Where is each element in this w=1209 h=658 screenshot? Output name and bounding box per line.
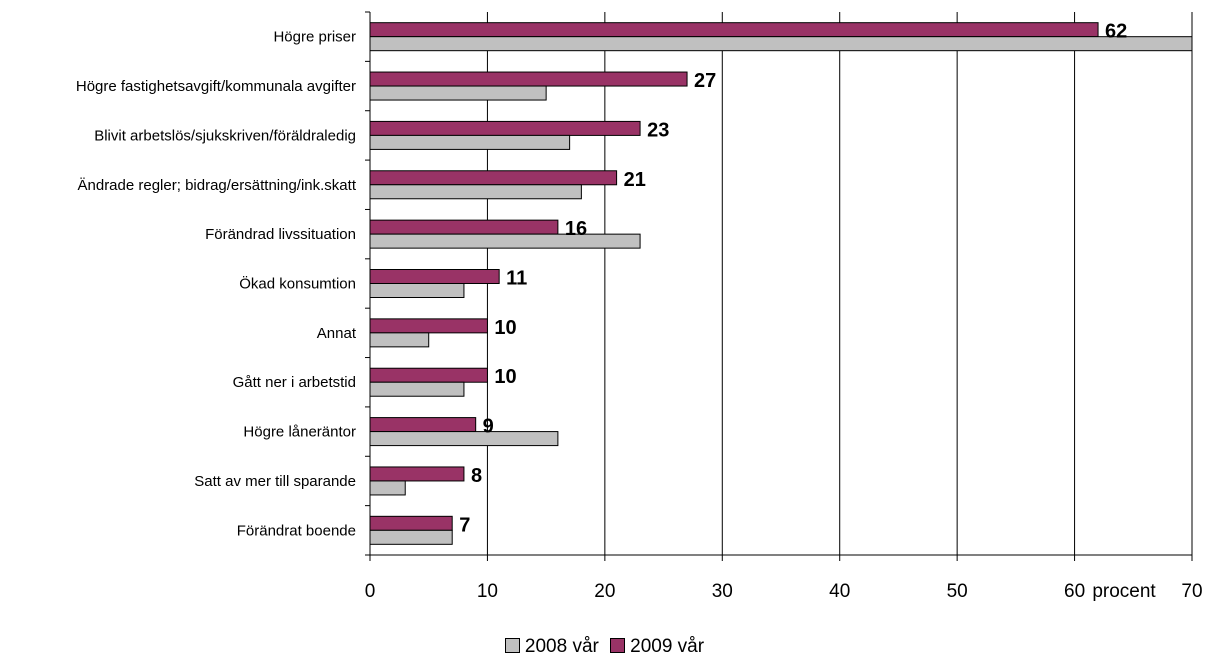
bar-2008-6 [369,332,430,348]
bar-2009-10 [369,515,453,531]
category-labels: Högre priser Högre fastighetsavgift/kommu… [76,29,357,540]
bar-2009-0 [369,22,1099,38]
category-label-1: Högre fastighetsavgift/kommunala avgifte… [76,78,356,95]
bar-2009-7 [369,367,488,383]
legend: 2008 vår 2009 vår [0,636,1209,658]
data-label-2009-8: 9 [483,416,494,438]
bar-2009-2 [369,120,641,136]
data-label-2009-3: 21 [624,169,646,191]
data-label-2009-9: 8 [471,465,482,487]
x-tick-label-50: 50 [947,581,968,602]
bars [369,22,1193,545]
category-label-0: Högre priser [273,29,356,46]
category-label-6: Annat [317,325,357,342]
bar-2008-8 [369,431,559,447]
bar-2009-5 [369,269,500,284]
bar-2008-2 [369,134,571,150]
bar-2008-3 [369,184,582,200]
category-label-8: Högre låneräntor [243,424,356,441]
category-label-9: Satt av mer till sparande [194,473,356,490]
tick-labels: 0 10 20 30 40 50 60 70 [365,581,1203,602]
data-label-2009-6: 10 [494,317,516,339]
bar-2008-0 [369,36,1193,52]
category-label-7: Gått ner i arbetstid [233,374,356,391]
gridlines [486,12,1193,555]
category-label-5: Ökad konsumtion [239,275,356,293]
x-tick-label-20: 20 [594,581,615,602]
axes [365,11,1193,561]
x-tick-label-60: 60 [1064,581,1085,602]
legend-item-2008: 2008 vår [504,636,599,657]
category-label-3: Ändrade regler; bidrag/ersättning/ink.sk… [78,177,357,194]
bar-2008-10 [369,529,453,545]
category-label-10: Förändrat boende [237,522,356,539]
bar-2008-7 [369,381,465,397]
data-label-2009-0: 62 [1105,21,1127,43]
data-label-2009-7: 10 [494,366,516,388]
legend-swatch-2008 [504,638,520,653]
x-axis-label: procent [1092,581,1156,602]
bar-2009-9 [369,466,465,482]
x-tick-label-10: 10 [477,581,498,602]
data-label-2009-4: 16 [565,218,587,240]
data-label-2009-10: 7 [459,514,470,536]
data-label-2009-2: 23 [647,119,669,141]
bar-2009-4 [369,219,559,235]
category-label-4: Förändrad livssituation [205,226,356,243]
x-tick-label-70: 70 [1181,581,1202,602]
category-label-2: Blivit arbetslös/sjukskriven/föräldraled… [94,127,356,144]
x-tick-label-40: 40 [829,581,850,602]
data-label-2009-1: 27 [694,70,716,92]
data-labels: 62 27 23 21 16 11 10 10 9 8 7 [459,21,1127,537]
data-label-2009-5: 11 [506,268,527,290]
legend-label-2008: 2008 vår [524,636,599,657]
bar-2009-3 [369,170,618,186]
x-tick-label-0: 0 [365,581,376,602]
bar-2008-5 [369,283,465,298]
bar-2009-8 [369,417,477,433]
bar-chart: Högre priser Högre fastighetsavgift/kommu… [76,11,1203,602]
bar-2008-4 [369,233,641,249]
bar-2008-9 [369,480,406,496]
legend-label-2009: 2009 vår [630,636,705,657]
bar-2009-6 [369,318,488,334]
legend-swatch-2009 [610,638,626,653]
bar-2008-1 [369,85,547,101]
bar-2009-1 [369,71,688,87]
legend-item-2009: 2009 vår [610,636,704,657]
x-tick-label-30: 30 [712,581,733,602]
